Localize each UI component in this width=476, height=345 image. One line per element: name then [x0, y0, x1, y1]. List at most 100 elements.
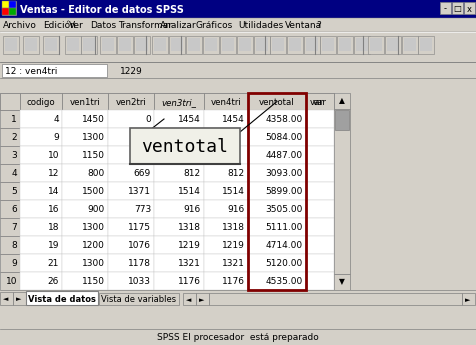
FancyBboxPatch shape [420, 38, 432, 51]
Text: 1514: 1514 [222, 187, 245, 196]
Text: ▲: ▲ [339, 97, 345, 106]
FancyBboxPatch shape [248, 254, 306, 272]
Text: □: □ [454, 4, 461, 13]
Text: 916: 916 [184, 205, 201, 214]
FancyBboxPatch shape [248, 110, 306, 128]
FancyBboxPatch shape [204, 146, 248, 164]
FancyBboxPatch shape [0, 18, 476, 32]
Text: 900: 900 [88, 205, 105, 214]
Text: 1514: 1514 [178, 187, 201, 196]
FancyBboxPatch shape [334, 93, 350, 109]
Text: 1219: 1219 [178, 241, 201, 250]
FancyBboxPatch shape [418, 36, 434, 54]
Text: 10: 10 [6, 277, 17, 286]
FancyBboxPatch shape [13, 292, 26, 305]
Text: 1176: 1176 [178, 277, 201, 286]
FancyBboxPatch shape [462, 293, 475, 305]
FancyBboxPatch shape [20, 236, 62, 254]
FancyBboxPatch shape [0, 93, 350, 290]
Text: codigo: codigo [27, 98, 55, 107]
Text: 21: 21 [48, 259, 59, 268]
FancyBboxPatch shape [186, 36, 202, 54]
FancyBboxPatch shape [306, 146, 334, 164]
FancyBboxPatch shape [108, 272, 154, 290]
FancyBboxPatch shape [248, 93, 306, 110]
FancyBboxPatch shape [248, 218, 306, 236]
FancyBboxPatch shape [239, 38, 251, 51]
FancyBboxPatch shape [0, 0, 476, 18]
FancyBboxPatch shape [0, 62, 476, 78]
FancyBboxPatch shape [62, 164, 108, 182]
Text: 19: 19 [48, 241, 59, 250]
FancyBboxPatch shape [306, 38, 318, 51]
FancyBboxPatch shape [154, 164, 204, 182]
FancyBboxPatch shape [322, 38, 334, 51]
FancyBboxPatch shape [119, 38, 131, 51]
Text: Ver: Ver [69, 21, 84, 30]
FancyBboxPatch shape [248, 128, 306, 146]
FancyBboxPatch shape [2, 1, 9, 8]
Text: 669: 669 [134, 169, 151, 178]
Text: var: var [313, 98, 327, 107]
Text: 4358.00: 4358.00 [266, 115, 303, 124]
FancyBboxPatch shape [154, 200, 204, 218]
FancyBboxPatch shape [0, 93, 20, 110]
FancyBboxPatch shape [0, 218, 20, 236]
FancyBboxPatch shape [334, 109, 350, 274]
Text: Ventas - Editor de datos SPSS: Ventas - Editor de datos SPSS [20, 5, 184, 15]
FancyBboxPatch shape [335, 110, 349, 130]
FancyBboxPatch shape [222, 38, 234, 51]
FancyBboxPatch shape [320, 36, 336, 54]
Text: 26: 26 [48, 277, 59, 286]
FancyBboxPatch shape [289, 38, 301, 51]
FancyBboxPatch shape [356, 38, 368, 51]
FancyBboxPatch shape [0, 93, 334, 110]
FancyBboxPatch shape [306, 128, 334, 146]
Text: 9: 9 [11, 259, 17, 268]
FancyBboxPatch shape [154, 236, 204, 254]
FancyBboxPatch shape [108, 110, 154, 128]
Text: 1229: 1229 [120, 67, 143, 76]
FancyBboxPatch shape [368, 36, 384, 54]
Text: 1300: 1300 [82, 223, 105, 232]
Text: ►: ► [466, 297, 471, 303]
FancyBboxPatch shape [248, 182, 306, 200]
FancyBboxPatch shape [204, 200, 248, 218]
FancyBboxPatch shape [248, 164, 306, 182]
FancyBboxPatch shape [452, 2, 463, 14]
Text: 1076: 1076 [128, 241, 151, 250]
FancyBboxPatch shape [20, 164, 62, 182]
Text: 1321: 1321 [222, 259, 245, 268]
FancyBboxPatch shape [9, 8, 16, 15]
Text: Vista de datos: Vista de datos [28, 295, 96, 304]
FancyBboxPatch shape [25, 38, 37, 51]
FancyBboxPatch shape [0, 290, 476, 345]
FancyBboxPatch shape [62, 218, 108, 236]
Text: 4: 4 [11, 169, 17, 178]
FancyBboxPatch shape [20, 146, 62, 164]
FancyBboxPatch shape [248, 272, 306, 290]
FancyBboxPatch shape [204, 110, 248, 128]
FancyBboxPatch shape [171, 38, 183, 51]
FancyBboxPatch shape [154, 128, 204, 146]
FancyBboxPatch shape [188, 38, 200, 51]
FancyBboxPatch shape [108, 93, 154, 110]
FancyBboxPatch shape [62, 93, 108, 110]
FancyBboxPatch shape [65, 36, 81, 54]
FancyBboxPatch shape [270, 36, 286, 54]
Text: 1318: 1318 [178, 223, 201, 232]
Text: 16: 16 [48, 205, 59, 214]
FancyBboxPatch shape [83, 38, 95, 51]
FancyBboxPatch shape [0, 164, 20, 182]
FancyBboxPatch shape [23, 36, 39, 54]
FancyBboxPatch shape [304, 36, 320, 54]
Text: Datos: Datos [90, 21, 116, 30]
FancyBboxPatch shape [0, 272, 20, 290]
FancyBboxPatch shape [102, 38, 114, 51]
FancyBboxPatch shape [254, 36, 270, 54]
FancyBboxPatch shape [306, 200, 334, 218]
FancyBboxPatch shape [339, 38, 351, 51]
FancyBboxPatch shape [204, 254, 248, 272]
Text: 7: 7 [11, 223, 17, 232]
Text: 773: 773 [134, 205, 151, 214]
